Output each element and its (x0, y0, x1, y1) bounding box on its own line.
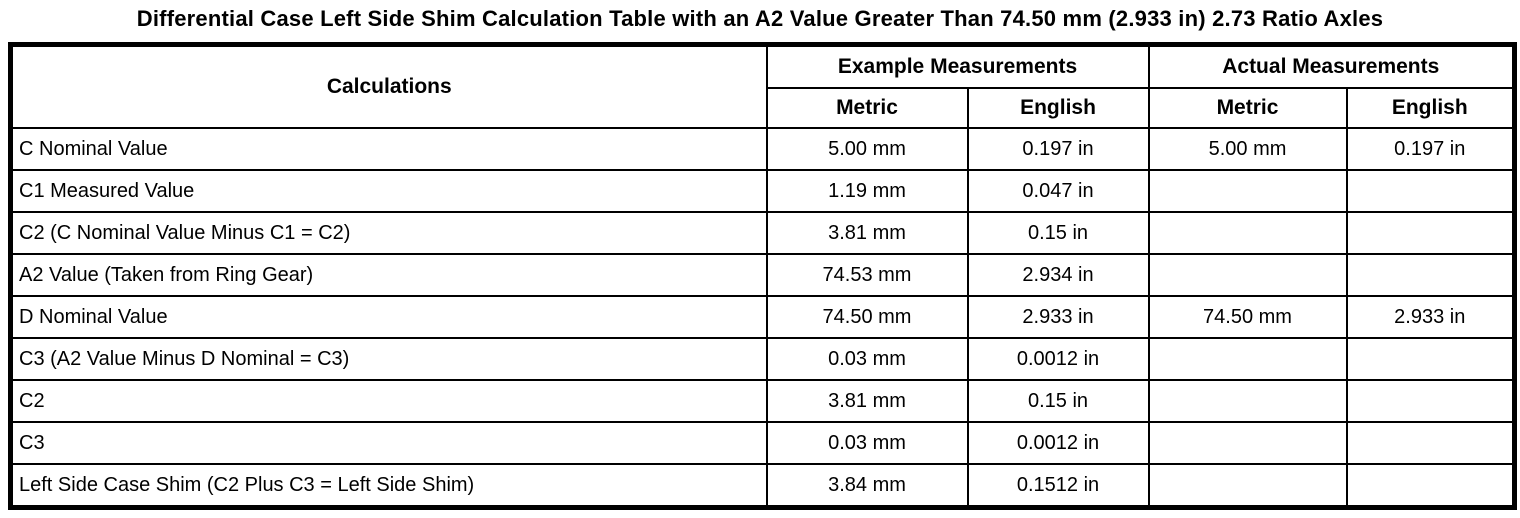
example-metric-value: 1.19 mm (765, 169, 969, 213)
calculation-label: C1 Measured Value (9, 169, 768, 213)
table-row: C2 (C Nominal Value Minus C1 = C2) 3.81 … (9, 211, 1516, 255)
actual-metric-value (1147, 379, 1348, 423)
actual-metric-value (1147, 337, 1348, 381)
table-row: Left Side Case Shim (C2 Plus C3 = Left S… (9, 463, 1516, 509)
actual-english-value (1345, 421, 1516, 465)
table-row: C3 0.03 mm 0.0012 in (9, 421, 1516, 465)
calculation-label: C Nominal Value (9, 127, 768, 171)
col-header-actual-english: English (1345, 87, 1516, 129)
table-row: D Nominal Value 74.50 mm 2.933 in 74.50 … (9, 295, 1516, 339)
header-unit-row: Metric English Metric English (11, 87, 1516, 129)
example-english-value: 0.047 in (966, 169, 1150, 213)
actual-metric-value (1147, 463, 1348, 509)
actual-metric-value (1147, 211, 1348, 255)
table-row: C2 3.81 mm 0.15 in (9, 379, 1516, 423)
col-group-example-measurements: Example Measurements (765, 43, 1150, 89)
calculation-label: C3 (A2 Value Minus D Nominal = C3) (9, 337, 768, 381)
actual-metric-value (1147, 421, 1348, 465)
example-english-value: 0.15 in (966, 211, 1150, 255)
table-row: C3 (A2 Value Minus D Nominal = C3) 0.03 … (9, 337, 1516, 381)
example-metric-value: 0.03 mm (765, 337, 969, 381)
example-english-value: 2.933 in (966, 295, 1150, 339)
actual-english-value: 2.933 in (1345, 295, 1516, 339)
example-english-value: 0.0012 in (966, 337, 1150, 381)
shim-calculation-table: Calculations Example Measurements Actual… (8, 42, 1518, 510)
calculation-label: Left Side Case Shim (C2 Plus C3 = Left S… (9, 463, 768, 509)
table-row: C1 Measured Value 1.19 mm 0.047 in (9, 169, 1516, 213)
example-metric-value: 0.03 mm (765, 421, 969, 465)
example-metric-value: 5.00 mm (765, 127, 969, 171)
actual-metric-value (1147, 169, 1348, 213)
actual-english-value (1345, 169, 1516, 213)
calculation-label: A2 Value (Taken from Ring Gear) (9, 253, 768, 297)
actual-english-value: 0.197 in (1345, 127, 1516, 171)
calculation-label: C2 (9, 379, 768, 423)
col-header-calculations: Calculations (9, 43, 768, 129)
col-header-actual-metric: Metric (1147, 87, 1348, 129)
calculation-label: D Nominal Value (9, 295, 768, 339)
example-metric-value: 74.53 mm (765, 253, 969, 297)
table-row: A2 Value (Taken from Ring Gear) 74.53 mm… (9, 253, 1516, 297)
actual-english-value (1345, 211, 1516, 255)
col-header-example-english: English (966, 87, 1150, 129)
col-group-actual-measurements: Actual Measurements (1147, 43, 1516, 89)
example-english-value: 0.0012 in (966, 421, 1150, 465)
actual-metric-value: 5.00 mm (1147, 127, 1348, 171)
actual-english-value (1345, 463, 1516, 509)
example-english-value: 0.15 in (966, 379, 1150, 423)
actual-english-value (1345, 337, 1516, 381)
calculation-label: C3 (9, 421, 768, 465)
header-group-row: Calculations Example Measurements Actual… (9, 43, 1516, 129)
example-english-value: 0.197 in (966, 127, 1150, 171)
example-metric-value: 74.50 mm (765, 295, 969, 339)
col-header-example-metric: Metric (765, 87, 969, 129)
example-metric-value: 3.81 mm (765, 379, 969, 423)
actual-metric-value: 74.50 mm (1147, 295, 1348, 339)
actual-metric-value (1147, 253, 1348, 297)
example-english-value: 2.934 in (966, 253, 1150, 297)
actual-english-value (1345, 379, 1516, 423)
table-row: C Nominal Value 5.00 mm 0.197 in 5.00 mm… (9, 127, 1516, 171)
example-metric-value: 3.84 mm (765, 463, 969, 509)
calculation-label: C2 (C Nominal Value Minus C1 = C2) (9, 211, 768, 255)
actual-english-value (1345, 253, 1516, 297)
example-metric-value: 3.81 mm (765, 211, 969, 255)
page-title: Differential Case Left Side Shim Calcula… (136, 6, 1384, 31)
example-english-value: 0.1512 in (966, 463, 1150, 509)
